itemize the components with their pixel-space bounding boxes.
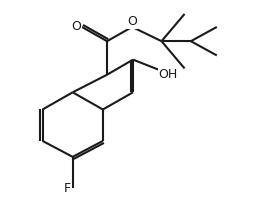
Text: O: O	[71, 20, 81, 33]
Text: O: O	[127, 15, 137, 28]
Text: OH: OH	[158, 68, 177, 81]
Text: F: F	[63, 182, 70, 195]
